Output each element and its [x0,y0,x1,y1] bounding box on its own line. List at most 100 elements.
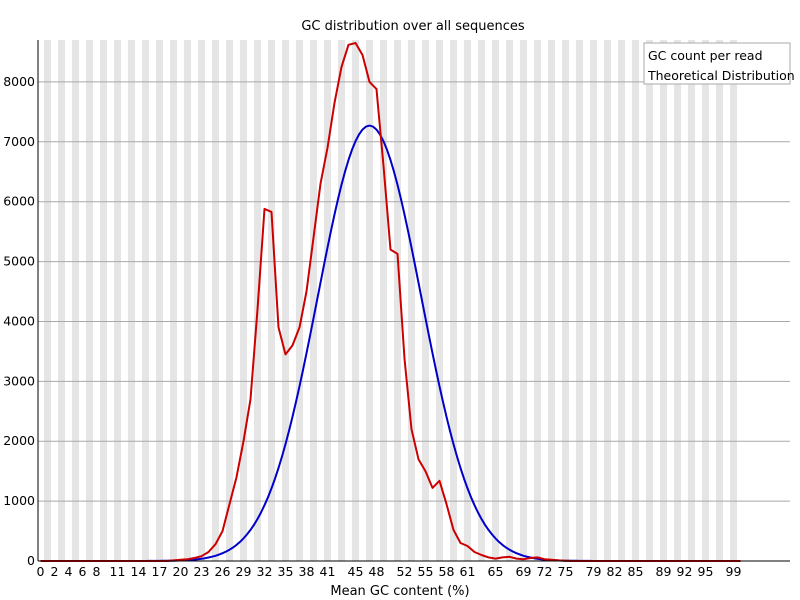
column-band [226,40,233,561]
x-tick-label: 89 [656,564,672,579]
y-tick-label: 1000 [3,493,35,508]
x-tick-label: 20 [173,564,189,579]
legend-box [643,42,791,85]
column-band [730,40,737,561]
x-tick-label: 17 [152,564,168,579]
column-band [590,40,597,561]
y-tick-label: 4000 [3,313,35,328]
column-band [352,40,359,561]
column-band [86,40,93,561]
x-tick-label: 61 [460,564,476,579]
x-tick-label: 32 [257,564,273,579]
column-band [44,40,51,561]
column-band [380,40,387,561]
x-tick-label: 8 [93,564,101,579]
legend-gc-count: GC count per read [648,48,763,63]
x-tick-label: 48 [369,564,385,579]
x-tick-labels: 0 2 4 6 8 11 14 17 20 23 26 29 32 35 38 41 45 48 52 55 58 61 6… [37,564,742,579]
column-band [394,40,401,561]
column-band [198,40,205,561]
column-band [268,40,275,561]
x-tick-label: 82 [607,564,623,579]
x-tick-label: 35 [278,564,294,579]
x-tick-label: 69 [516,564,532,579]
horizontal-gridlines [38,81,790,502]
column-band [660,40,667,561]
y-tick-label: 5000 [3,254,35,269]
column-band [604,40,611,561]
column-band [282,40,289,561]
x-tick-label: 14 [131,564,147,579]
x-tick-label: 75 [558,564,574,579]
column-band [478,40,485,561]
column-band [170,40,177,561]
y-tick-label: 0 [27,553,35,568]
column-band [408,40,415,561]
x-tick-label: 11 [110,564,126,579]
column-band [128,40,135,561]
column-band [562,40,569,561]
column-band [58,40,65,561]
y-tick-label: 6000 [3,194,35,209]
x-tick-label: 79 [586,564,602,579]
x-tick-label: 6 [79,564,87,579]
column-band [184,40,191,561]
y-tick-label: 2000 [3,433,35,448]
column-band [156,40,163,561]
y-tick-label: 3000 [3,373,35,388]
column-band [464,40,471,561]
chart-title: GC distribution over all sequences [301,19,525,34]
x-tick-label: 58 [439,564,455,579]
legend-theoretical: Theoretical Distribution [647,68,795,83]
x-tick-label: 29 [236,564,252,579]
column-band [436,40,443,561]
column-band [212,40,219,561]
column-band [716,40,723,561]
x-tick-label: 92 [677,564,693,579]
column-band [100,40,107,561]
x-tick-label: 23 [194,564,210,579]
column-band [310,40,317,561]
x-tick-label: 55 [418,564,434,579]
x-tick-label: 99 [726,564,742,579]
x-tick-label: 95 [698,564,714,579]
x-tick-label: 41 [320,564,336,579]
column-band [702,40,709,561]
x-tick-label: 72 [537,564,553,579]
column-band [520,40,527,561]
column-band [534,40,541,561]
column-band [506,40,513,561]
column-band [338,40,345,561]
x-tick-label: 0 [37,564,45,579]
column-band [674,40,681,561]
x-tick-label: 38 [299,564,315,579]
x-tick-label: 85 [628,564,644,579]
column-band [632,40,639,561]
column-bands [44,40,737,561]
column-band [450,40,457,561]
column-band [576,40,583,561]
x-tick-label: 4 [65,564,73,579]
column-band [618,40,625,561]
column-band [422,40,429,561]
column-band [114,40,121,561]
legend: GC count per read Theoretical Distributi… [643,42,795,85]
column-band [240,40,247,561]
column-band [492,40,499,561]
y-tick-labels: 0 1000 2000 3000 4000 5000 6000 7000 8000 [3,74,35,568]
column-band [72,40,79,561]
column-band [324,40,331,561]
x-tick-label: 2 [51,564,59,579]
y-tick-label: 7000 [3,134,35,149]
column-band [646,40,653,561]
x-axis-label: Mean GC content (%) [330,584,469,599]
column-band [142,40,149,561]
column-band [296,40,303,561]
column-band [366,40,373,561]
column-band [548,40,555,561]
column-band [688,40,695,561]
x-tick-label: 65 [488,564,504,579]
x-tick-label: 26 [215,564,231,579]
y-tick-label: 8000 [3,74,35,89]
